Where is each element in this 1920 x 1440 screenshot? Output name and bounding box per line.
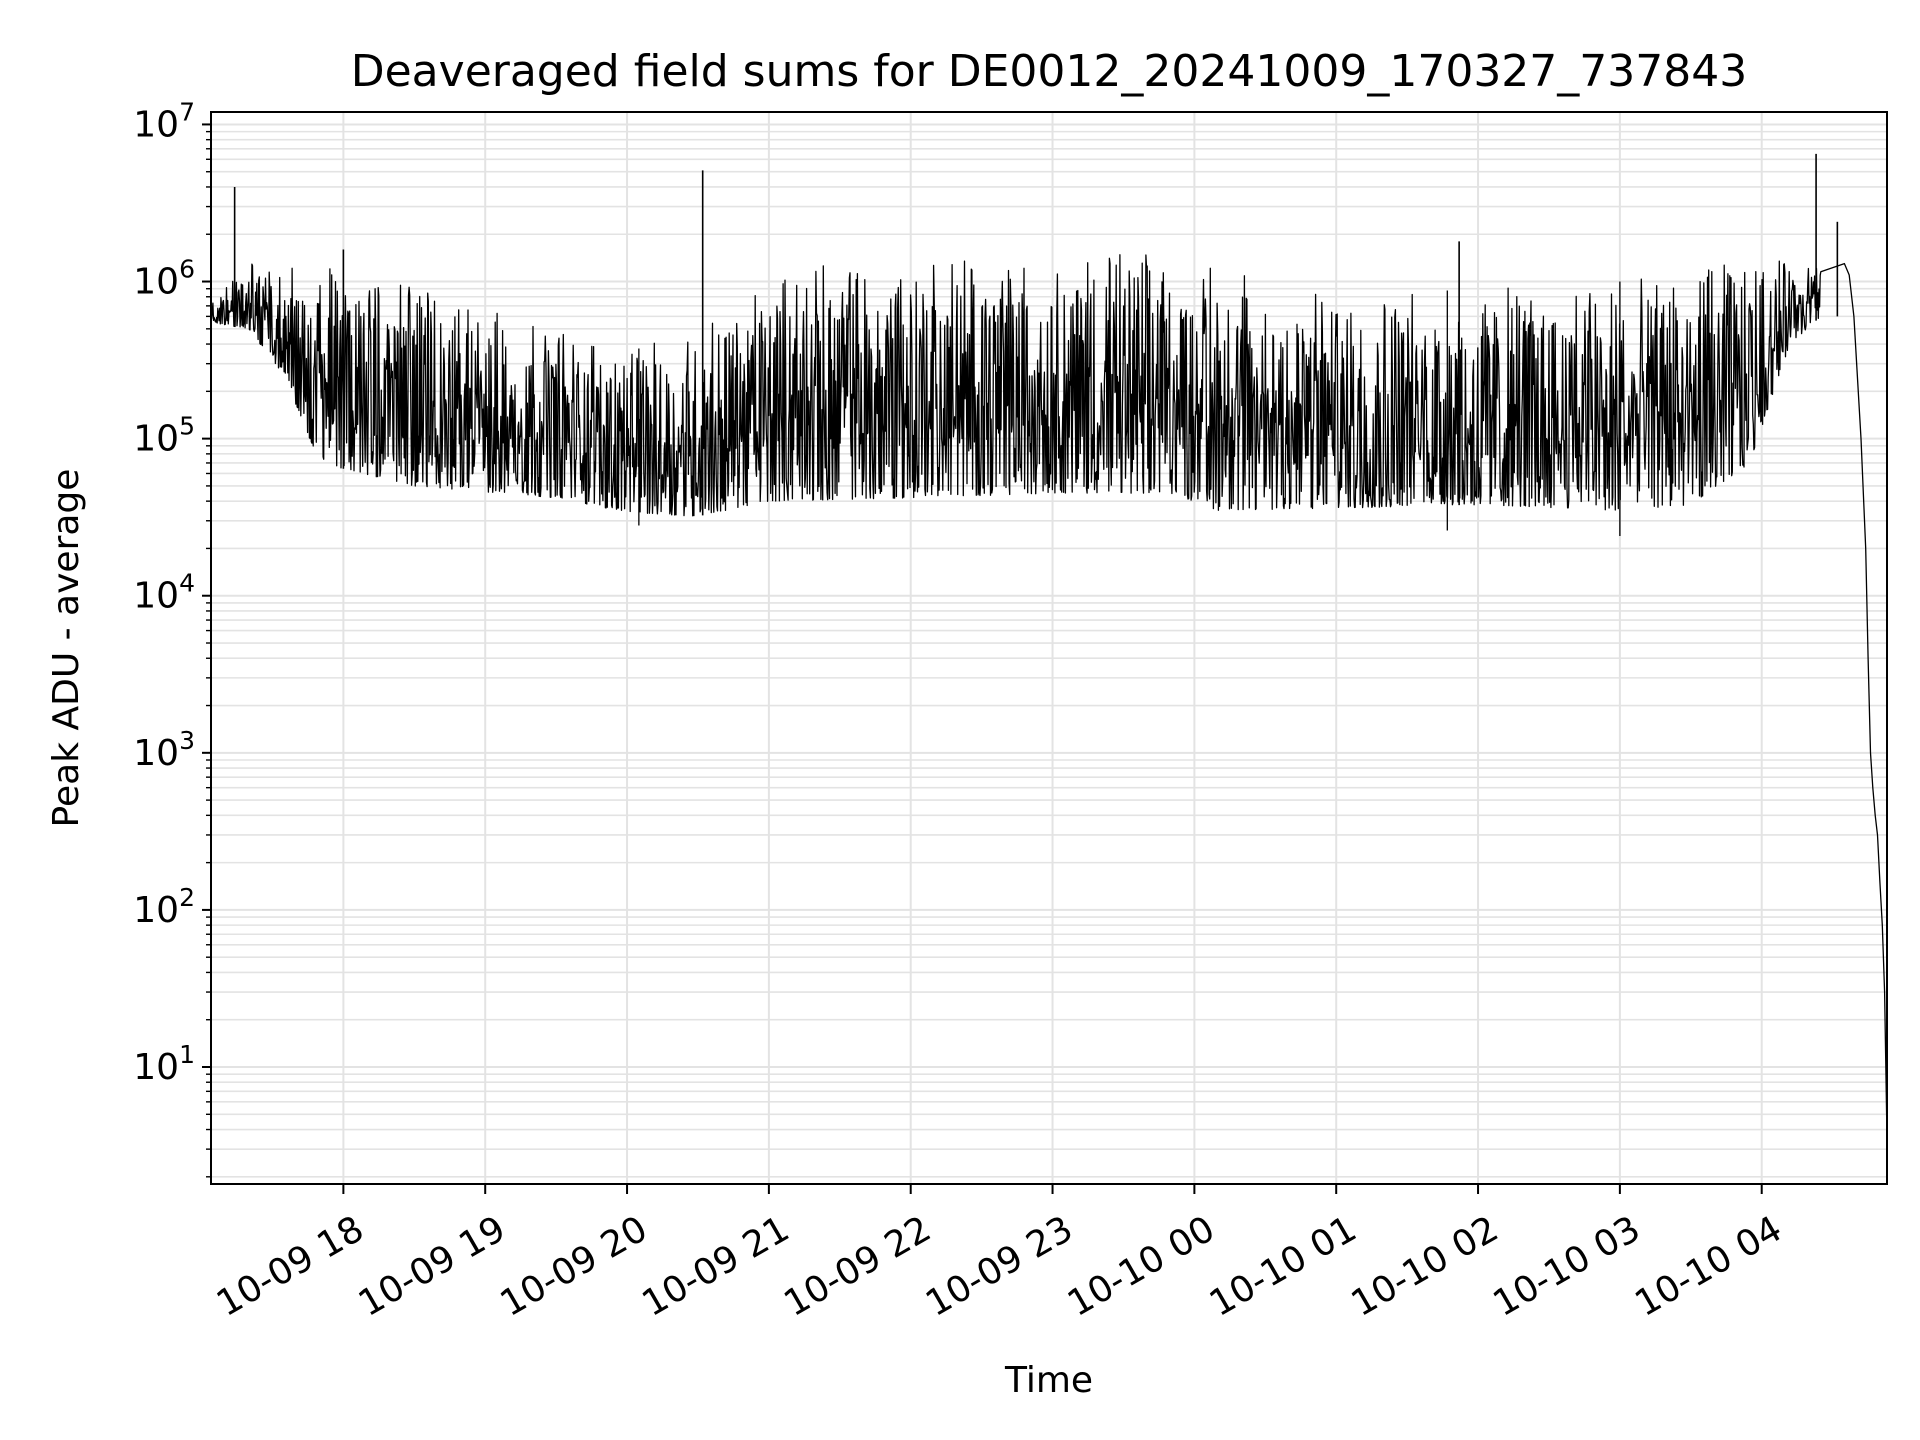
chart-title: Deaveraged field sums for DE0012_2024100… — [351, 46, 1748, 97]
series-trace — [210, 254, 1888, 1139]
y-axis-label: Peak ADU - average — [46, 469, 87, 828]
axes-frame — [210, 111, 1888, 1185]
major-gridlines — [211, 112, 1887, 1184]
data-series-line — [210, 153, 1888, 1139]
y-tick-label: 106 — [133, 255, 195, 303]
y-tick-label: 105 — [133, 412, 195, 460]
y-axis-ticks: 101 102 103 104 105 106 107 — [133, 97, 211, 1178]
y-tick-label: 101 — [133, 1040, 195, 1088]
y-tick-label: 103 — [133, 726, 195, 774]
y-tick-label: 104 — [133, 569, 195, 617]
x-axis-label: Time — [1004, 1360, 1093, 1401]
y-tick-label: 107 — [133, 97, 195, 145]
y-tick-label: 102 — [133, 883, 195, 931]
